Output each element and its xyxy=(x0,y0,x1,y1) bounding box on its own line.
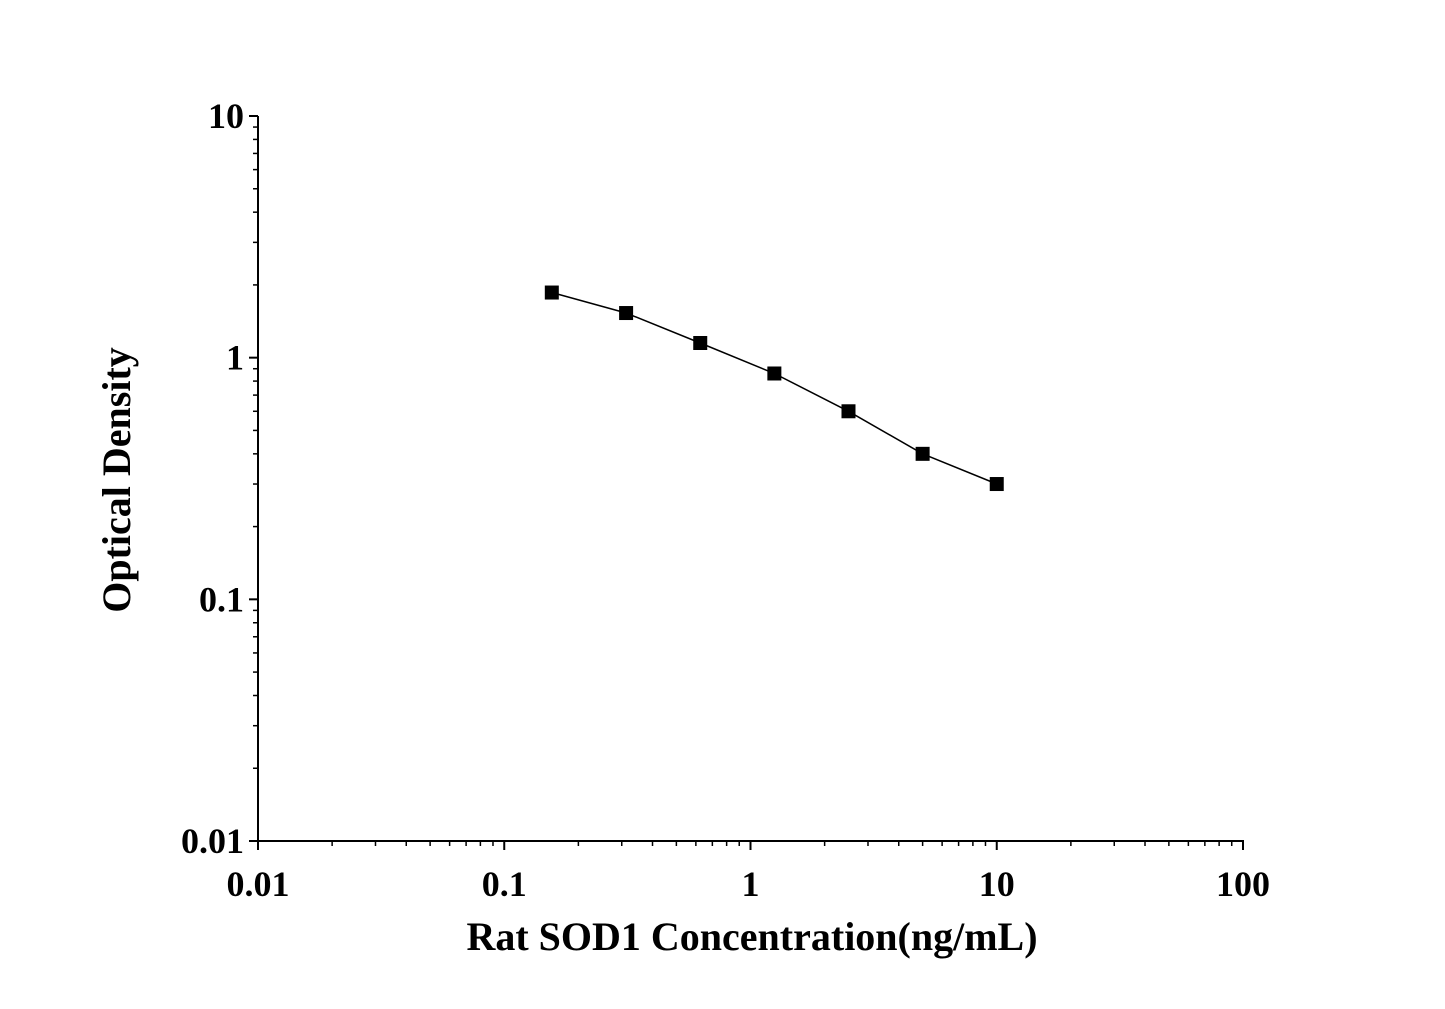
data-point xyxy=(989,477,1004,492)
x-tick-label: 100 xyxy=(1216,864,1270,904)
data-marks xyxy=(544,285,1004,492)
axes: 0.01 0.1 1 10 100 0.01 0.1 1 10 xyxy=(181,96,1270,904)
data-point xyxy=(619,306,634,321)
data-point xyxy=(544,285,559,300)
data-point xyxy=(841,404,856,419)
x-tick-label: 1 xyxy=(742,864,760,904)
y-tick-label: 0.1 xyxy=(199,579,244,619)
y-tick-label: 0.01 xyxy=(181,821,244,861)
y-tick-label: 10 xyxy=(208,96,244,136)
x-tick-label: 10 xyxy=(979,864,1015,904)
x-tick-label: 0.1 xyxy=(482,864,527,904)
x-tick-label: 0.01 xyxy=(227,864,290,904)
data-point xyxy=(915,446,930,461)
y-tick-label: 1 xyxy=(226,338,244,378)
y-axis-label: Optical Density xyxy=(94,347,139,613)
x-axis-label: Rat SOD1 Concentration(ng/mL) xyxy=(466,914,1037,959)
data-point xyxy=(767,366,782,381)
data-point xyxy=(693,335,708,350)
series-line xyxy=(551,291,998,485)
